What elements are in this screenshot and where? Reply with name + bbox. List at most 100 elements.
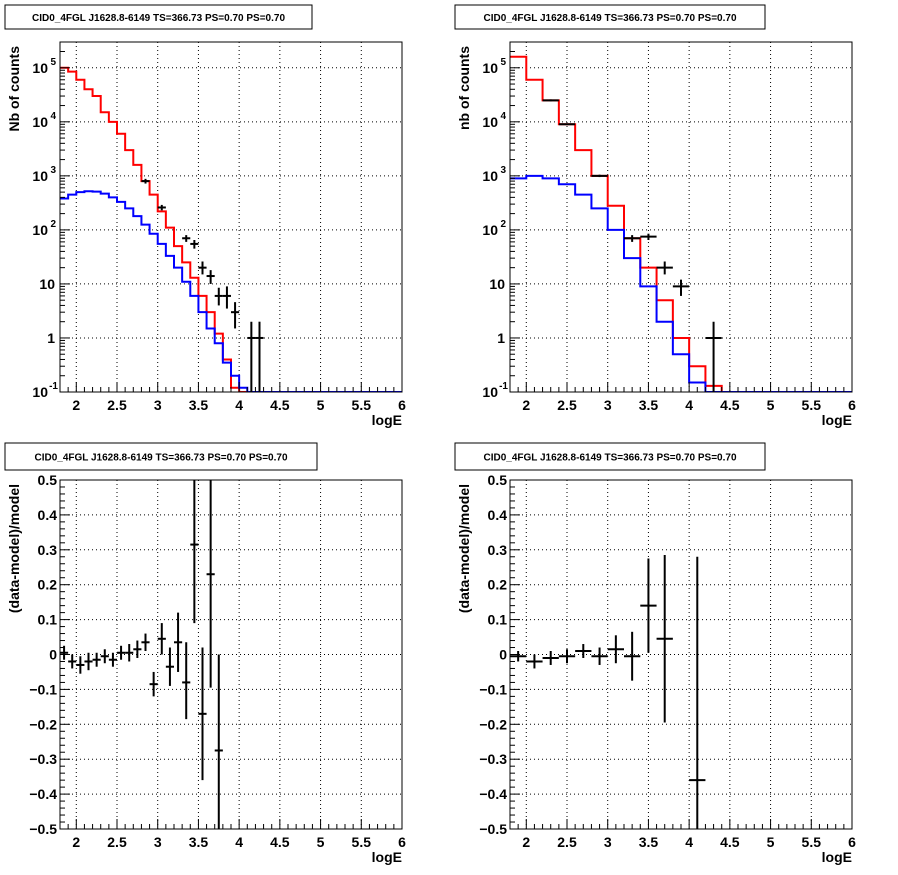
x-tick-label: 4 [235,397,243,413]
chart-title: CID0_4FGL J1628.8-6149 TS=366.73 PS=0.70… [483,13,736,24]
plot-area [60,66,402,392]
y-tick-label: 10 [482,168,498,184]
residual-point [591,647,608,665]
model-source-histogram [510,174,852,392]
y-tick-label: 10 [39,276,55,292]
y-tick-label: 0.4 [488,507,508,523]
y-tick-label: 10 [32,222,48,238]
y-tick-label: −0.1 [29,681,57,697]
residual-point [157,623,166,655]
x-tick-label: 2.5 [557,834,577,850]
plot-area [510,55,852,392]
residual-point [76,656,85,674]
x-tick-label: 5 [317,397,325,413]
data-point [624,235,641,242]
x-tick-label: 4 [685,834,693,850]
y-tick-label: −0.5 [29,821,57,837]
y-tick-label: 10 [482,114,498,130]
y-tick-exponent: 4 [50,111,56,122]
x-axis: 2 2.5 3 3.5 4 4.5 5 5.5 6 [59,819,406,850]
y-tick-exponent: 2 [50,219,56,230]
chart-title-box [4,442,318,471]
y-tick-exponent: 3 [50,165,56,176]
data-point [231,302,240,329]
chart-panel-1: CID0_4FGL J1628.8-6149 TS=366.73 PS=0.70… [4,4,406,428]
y-tick-label: 0.1 [38,612,58,628]
x-tick-label: 3 [154,834,162,850]
data-point [157,204,166,211]
data-point [656,261,673,275]
x-axis: 2 2.5 3 3.5 4 4.5 5 5.5 6 [59,382,406,413]
plot-area [60,480,223,829]
y-tick-label: 10 [482,60,498,76]
chart-title-box [454,442,766,471]
data-point [542,99,559,102]
residual-point [133,640,142,658]
y-axis: −0.5 −0.4 −0.3 −0.2 −0.1 0 0.1 0.2 0.3 0.4 0.5 [29,472,70,837]
grid-lines [60,42,403,393]
residual-point [125,644,134,662]
y-tick-label: −0.2 [479,716,507,732]
y-tick-exponent: -1 [49,381,58,392]
y-tick-label: −0.4 [479,786,507,802]
x-tick-label: 3.5 [189,834,209,850]
data-point [640,233,657,241]
chart-panel-4: CID0_4FGL J1628.8-6149 TS=366.73 PS=0.70… [454,442,856,865]
chart-panel-3: CID0_4FGL J1628.8-6149 TS=366.73 PS=0.70… [4,442,406,865]
y-tick-exponent: 5 [500,57,506,68]
residual-point [624,631,641,681]
y-tick-exponent: 2 [500,219,506,230]
data-point [705,321,722,392]
y-tick-label: 0.3 [38,542,58,558]
y-tick-exponent: 4 [500,111,506,122]
x-tick-label: 5 [767,397,775,413]
x-tick-label: 6 [398,834,406,850]
residual-point [607,635,624,664]
residual-point [198,647,207,781]
data-point [214,287,223,306]
x-axis: 2 2.5 3 3.5 4 4.5 5 5.5 6 [509,819,856,850]
residual-point [174,612,183,672]
y-axis-label: nb of counts [456,46,472,130]
y-axis-label: (data-model)/model [6,484,22,613]
y-tick-label: 0 [499,647,507,663]
data-point [222,286,231,309]
x-tick-label: 3 [154,397,162,413]
x-tick-label: 4.5 [720,397,740,413]
x-tick-label: 3.5 [189,397,209,413]
x-tick-label: 3 [604,397,612,413]
x-tick-label: 4 [235,834,243,850]
chart-title: CID0_4FGL J1628.8-6149 TS=366.73 PS=0.70… [34,453,287,464]
residual-point [510,651,527,662]
grid-lines [60,479,403,830]
y-tick-label: 10 [32,384,48,400]
y-tick-exponent: 5 [50,57,56,68]
y-tick-label: 0.2 [488,577,508,593]
x-tick-label: 3.5 [639,834,659,850]
y-axis: −0.5 −0.4 −0.3 −0.2 −0.1 0 0.1 0.2 0.3 0.4 0.5 [479,472,520,837]
data-point [591,174,608,178]
residual-point [689,556,706,829]
y-tick-label: 10 [32,114,48,130]
y-tick-label: 10 [482,384,498,400]
x-tick-label: 6 [848,397,856,413]
x-tick-label: 2 [522,834,530,850]
data-point [672,279,690,296]
chart-title-box [454,4,766,30]
y-tick-label: −0.4 [29,786,57,802]
x-tick-label: 4.5 [720,834,740,850]
plot-frame [59,41,403,393]
chart-title: CID0_4FGL J1628.8-6149 TS=366.73 PS=0.70… [483,453,736,464]
x-tick-label: 3.5 [639,397,659,413]
y-tick-label: 10 [32,168,48,184]
data-point [190,240,199,249]
residual-point [558,649,576,664]
residual-point [656,555,673,723]
data-point [198,261,207,275]
grid-lines [510,479,853,830]
plot-frame [509,41,853,393]
y-tick-label: 0.1 [488,612,508,628]
y-tick-label: 0.3 [488,542,508,558]
